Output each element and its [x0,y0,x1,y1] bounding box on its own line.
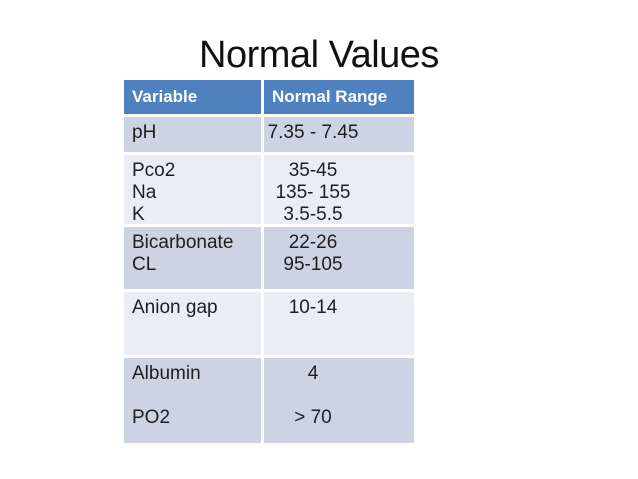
variable-cell: Pco2 Na K [124,155,261,225]
cell-line [264,385,362,407]
cell-line: 22-26 [288,232,338,253]
variable-cell: pH [124,117,261,152]
cell-line: Pco2 [132,160,176,181]
variable-cell: Albumin PO2 [124,358,261,443]
cell-line: 95-105 [283,254,343,275]
cell-line: 135- 155 [275,182,351,203]
cell-line: 7.35 - 7.45 [267,122,359,143]
range-cell: 22-26 95-105 [264,227,414,289]
range-cell: 10-14 [264,292,414,355]
cell-line [132,385,261,407]
table-row: Pco2 Na K 35-45 135- 155 3.5-5.5 [124,155,414,225]
cell-line: pH [132,122,157,143]
cell-line: > 70 [294,407,332,428]
table-row: Anion gap 10-14 [124,292,414,355]
cell-line: Bicarbonate [132,232,234,253]
table-body: pH 7.35 - 7.45 Pco2 Na K 35-45 135- 155 3.5-5.5… [124,117,414,443]
cell-line: Albumin [132,363,201,384]
cell-line: 4 [307,363,319,384]
normal-values-table: Variable Normal Range pH 7.35 - 7.45 Pco2 N… [124,80,414,446]
cell-line: Na [132,182,157,203]
table-row: Bicarbonate CL 22-26 95-105 [124,227,414,289]
range-cell: 35-45 135- 155 3.5-5.5 [264,155,414,225]
slide-title: Normal Values [199,34,439,76]
range-cell: 4 > 70 [264,358,414,443]
range-cell: 7.35 - 7.45 [264,117,414,152]
cell-line: Anion gap [132,297,218,318]
cell-line: K [132,204,145,225]
cell-line: 35-45 [288,160,338,181]
column-header-normal-range: Normal Range [264,80,414,114]
variable-cell: Bicarbonate CL [124,227,261,289]
column-header-variable: Variable [124,80,261,114]
cell-line: 3.5-5.5 [283,204,343,225]
cell-line: PO2 [132,407,171,428]
cell-line: CL [132,254,157,275]
table-row: Albumin PO2 4 > 70 [124,358,414,443]
variable-cell: Anion gap [124,292,261,355]
cell-line: 10-14 [288,297,338,318]
table-header-row: Variable Normal Range [124,80,414,114]
table-row: pH 7.35 - 7.45 [124,117,414,152]
